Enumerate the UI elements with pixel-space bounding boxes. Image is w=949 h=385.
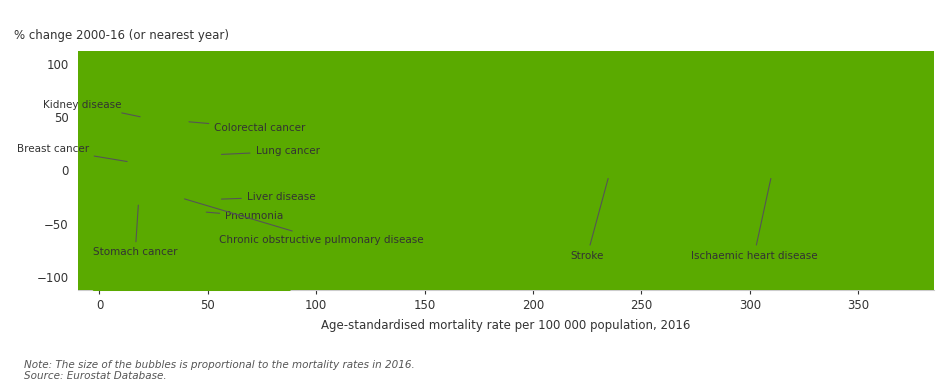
Text: Stroke: Stroke (570, 179, 608, 261)
Point (178, 119, 194, 125)
Text: Kidney disease: Kidney disease (43, 100, 140, 117)
X-axis label: Age-standardised mortality rate per 100 000 population, 2016: Age-standardised mortality rate per 100 … (321, 318, 691, 331)
Point (136, 114, 151, 121)
Point (602, 173, 617, 179)
Text: Note: The size of the bubbles is proportional to the mortality rates in 2016.
So: Note: The size of the bubbles is proport… (24, 360, 415, 381)
Text: Pneumonia: Pneumonia (206, 211, 284, 221)
Text: Colorectal cancer: Colorectal cancer (189, 122, 306, 133)
Text: Stomach cancer: Stomach cancer (93, 205, 177, 257)
Text: Ischaemic heart disease: Ischaemic heart disease (691, 179, 817, 261)
Text: Breast cancer: Breast cancer (16, 144, 127, 162)
Text: Chronic obstructive pulmonary disease: Chronic obstructive pulmonary disease (184, 199, 423, 244)
Text: Liver disease: Liver disease (221, 192, 315, 202)
Point (764, 173, 779, 179)
Text: Lung cancer: Lung cancer (221, 146, 320, 156)
Point (211, 196, 226, 202)
Point (211, 151, 226, 157)
Point (131, 199, 146, 206)
Point (195, 209, 211, 215)
Point (175, 195, 190, 201)
Text: % change 2000-16 (or nearest year): % change 2000-16 (or nearest year) (13, 29, 229, 42)
Point (122, 159, 138, 165)
